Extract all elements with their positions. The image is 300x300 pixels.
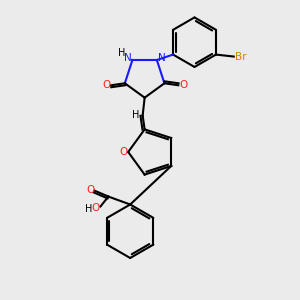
Text: H: H bbox=[85, 204, 92, 214]
Text: O: O bbox=[119, 147, 128, 157]
Text: H: H bbox=[118, 48, 125, 58]
Text: O: O bbox=[92, 203, 100, 214]
Text: N: N bbox=[124, 53, 131, 63]
Text: O: O bbox=[102, 80, 110, 90]
Text: O: O bbox=[86, 184, 95, 195]
Text: H: H bbox=[132, 110, 140, 121]
Text: O: O bbox=[179, 80, 188, 90]
Text: Br: Br bbox=[235, 52, 247, 61]
Text: N: N bbox=[158, 53, 166, 63]
